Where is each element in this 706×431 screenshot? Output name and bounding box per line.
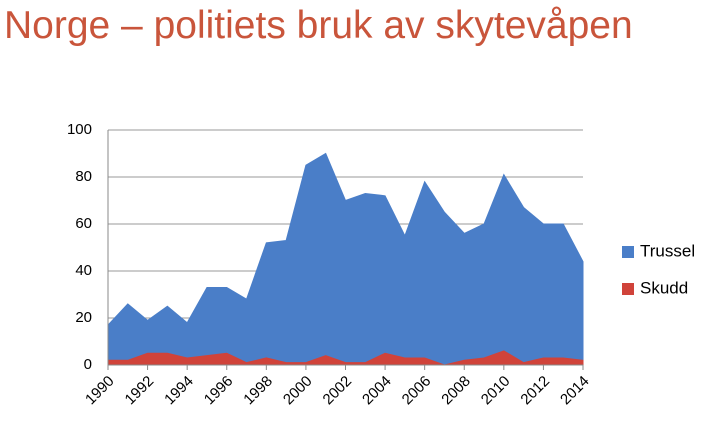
x-tick-label: 2012: [517, 373, 553, 409]
area: [107, 350, 584, 366]
x-tick-label: 2010: [478, 373, 514, 409]
y-tick-label: 40: [75, 262, 92, 279]
x-tick-label: 1998: [240, 373, 276, 409]
y-tick-label: 0: [84, 356, 92, 373]
y-tick-label: 60: [75, 215, 92, 232]
area: [107, 152, 584, 366]
chart-title: Norge – politiets bruk av skytevåpen: [4, 4, 633, 47]
x-tick-label: 2000: [280, 373, 316, 409]
legend-label: Trussel: [640, 241, 695, 260]
legend-swatch: [622, 246, 634, 258]
y-tick-label: 80: [75, 168, 92, 185]
x-tick-label: 2006: [399, 373, 435, 409]
x-tick-label: 1996: [201, 373, 237, 409]
y-tick-label: 20: [75, 309, 92, 326]
legend-label: Skudd: [640, 278, 688, 297]
y-tick-label: 100: [67, 121, 92, 138]
x-tick-label: 1994: [161, 373, 197, 409]
x-tick-label: 2014: [557, 373, 593, 409]
legend-swatch: [622, 283, 634, 295]
x-tick-label: 2002: [320, 373, 356, 409]
x-tick-label: 2008: [438, 373, 474, 409]
x-tick-label: 1990: [82, 373, 118, 409]
x-tick-label: 1992: [122, 373, 158, 409]
x-tick-label: 2004: [359, 373, 395, 409]
